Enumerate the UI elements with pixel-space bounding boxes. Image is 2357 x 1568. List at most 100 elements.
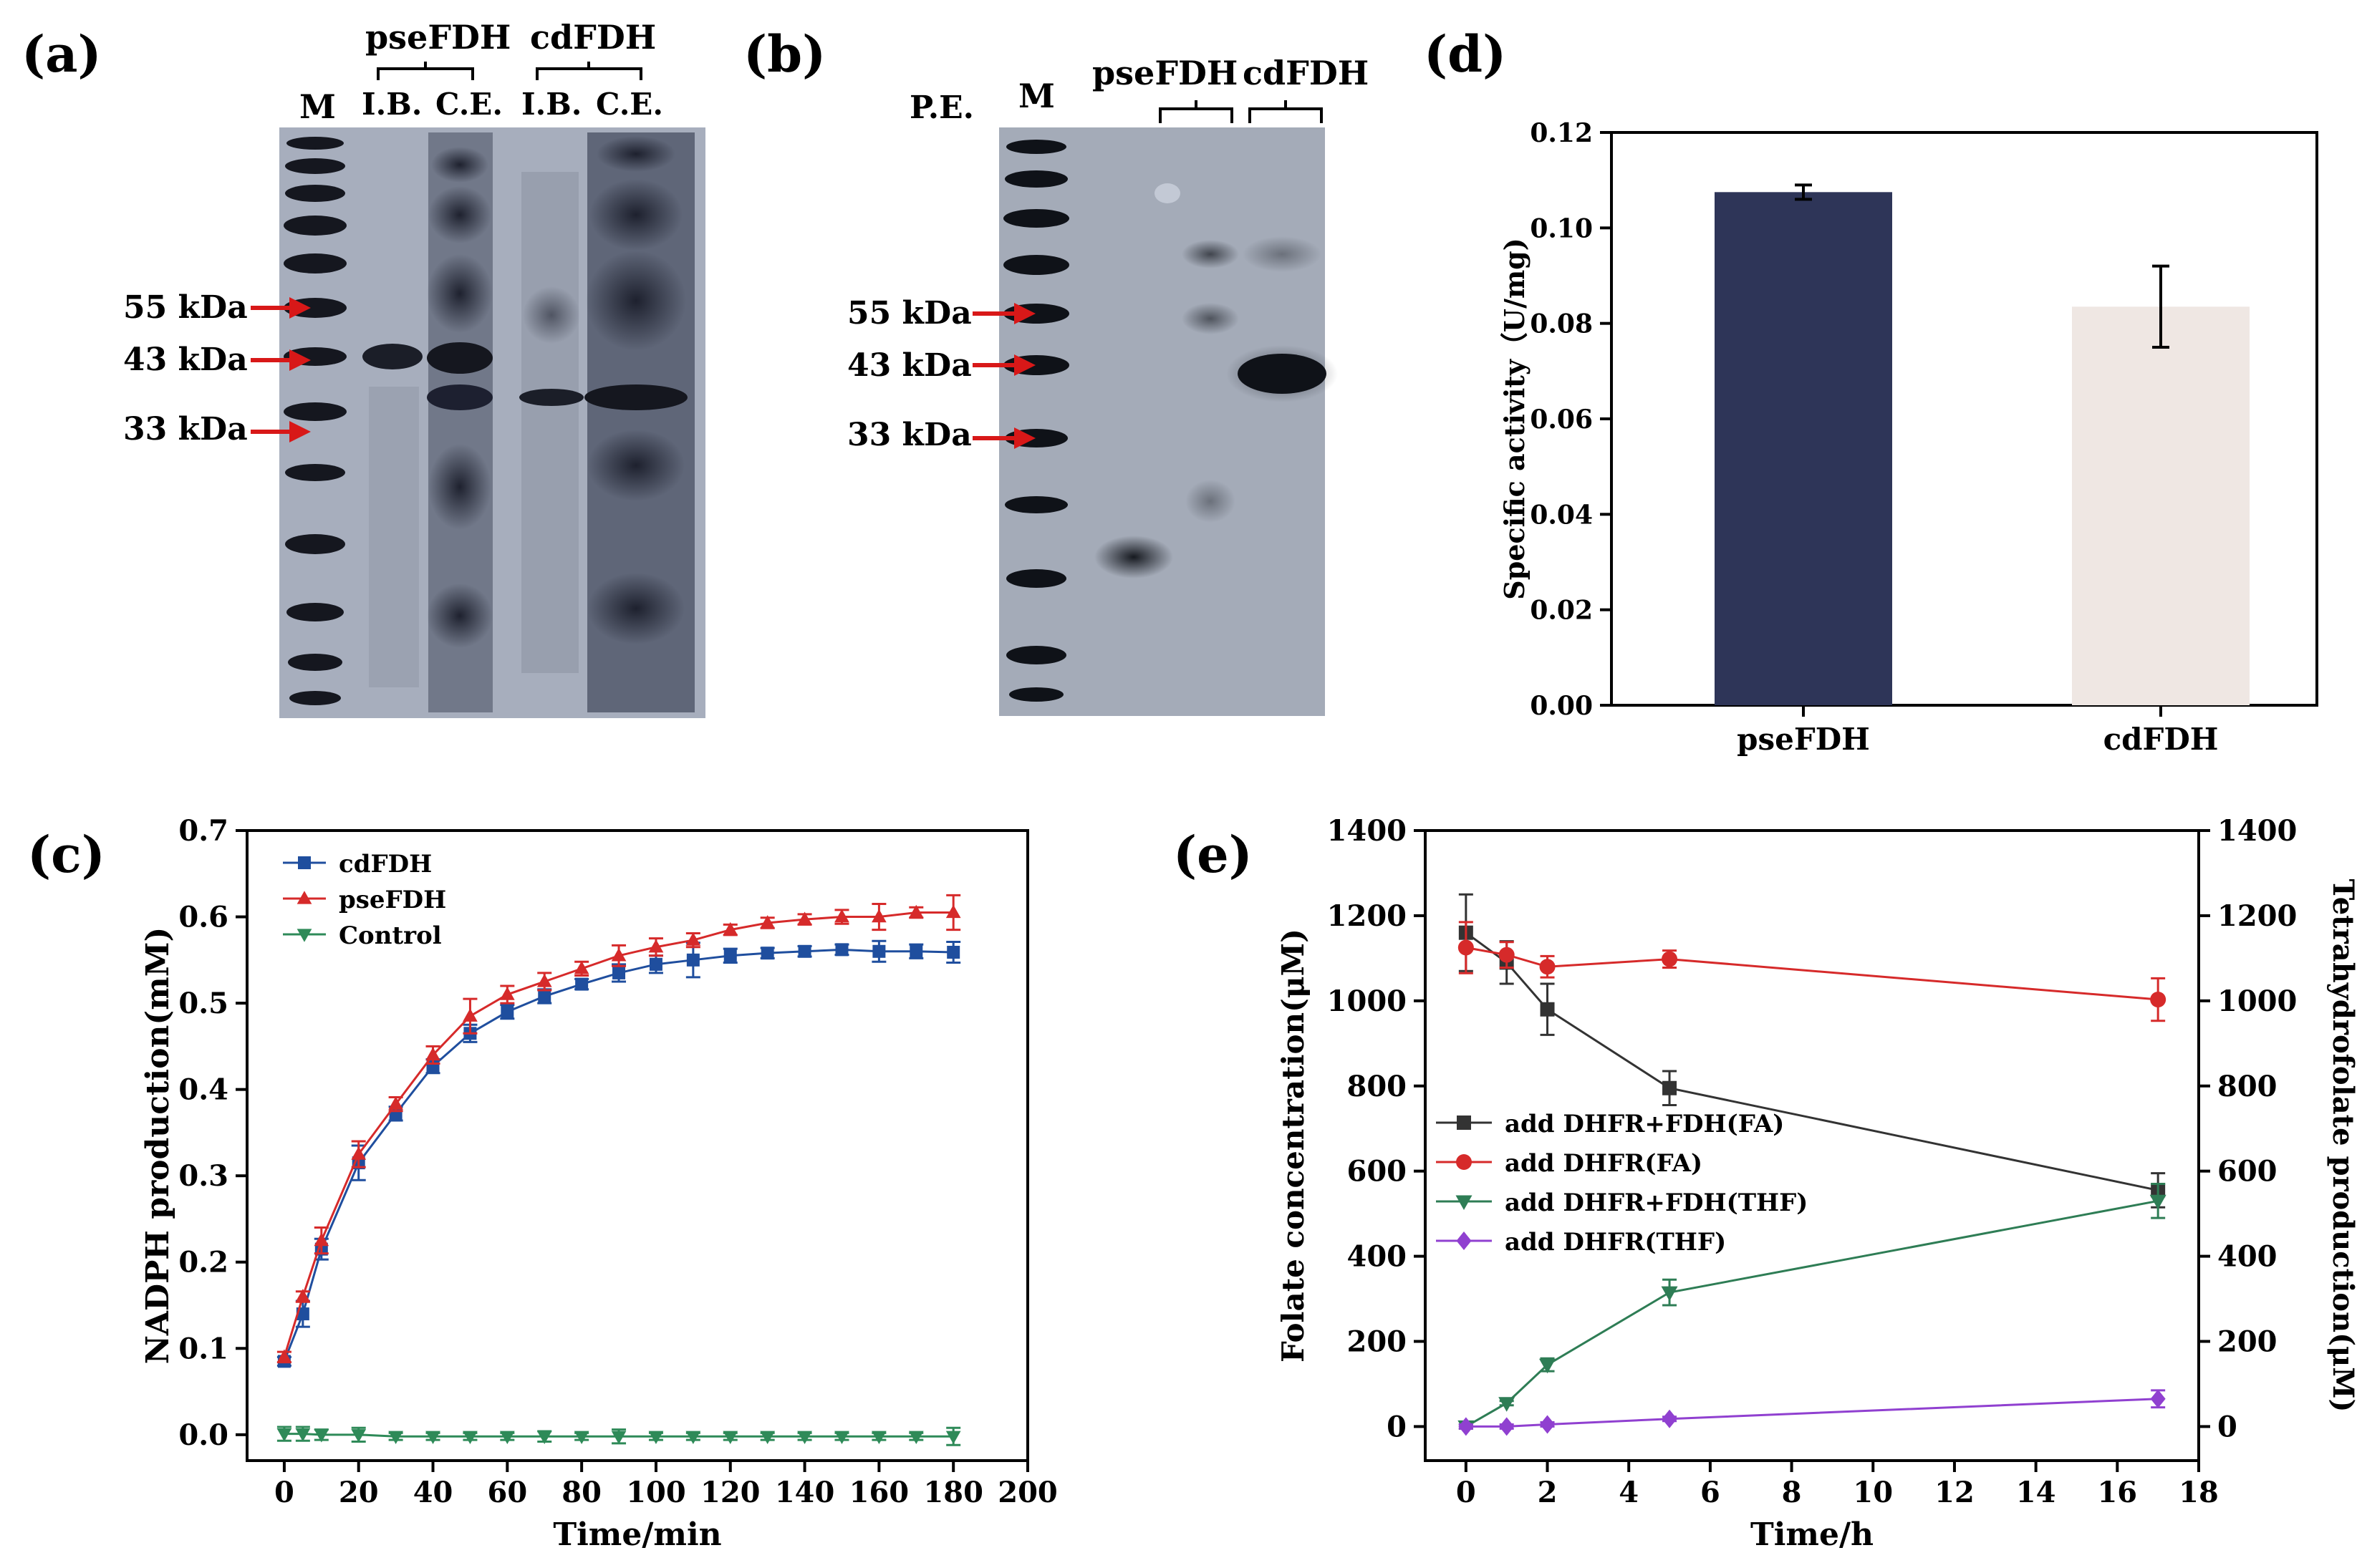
chart-c-data-point [463, 1431, 478, 1445]
chart-c-data-point [723, 1431, 738, 1445]
chart-c-data-point [723, 921, 738, 936]
chart-e-axes: 0 2 4 6 8 10 12 14 16 18 0 0 200 200 400 400 600 600 800 80… [1327, 814, 2298, 1509]
chart-c-data-point [295, 1289, 311, 1302]
chart-c-data-point [760, 915, 776, 929]
chart-c-y-tick-label: 0.2 [178, 1246, 228, 1279]
chart-e-y2-tick-label: 400 [2217, 1240, 2278, 1274]
chart-e-x-tick-label: 6 [1700, 1476, 1720, 1509]
chart-e-y2-tick-label: 1000 [2217, 984, 2297, 1018]
gel-a-bracket-pse [377, 62, 474, 80]
chart-c-data-point [538, 989, 551, 1003]
chart-c-data-point [388, 1431, 403, 1445]
chart-c-data-point [499, 987, 515, 1000]
chart-e-data-point [1661, 1286, 1678, 1302]
gel-a-lane-marker-label: M [299, 87, 336, 126]
chart-c-data-point [685, 1431, 701, 1445]
chart-d-bars [1715, 183, 2250, 705]
chart-e-x-tick-label: 14 [2016, 1476, 2056, 1509]
chart-c-data-point [574, 1431, 589, 1445]
gel-a-marker-label: 43 kDa [123, 342, 248, 378]
chart-e-x-tick-label: 12 [1934, 1476, 1975, 1509]
chart-d-y-tick-label: 0.06 [1530, 405, 1593, 435]
chart-c-series-line [284, 1433, 954, 1438]
chart-e-x-tick-label: 18 [2179, 1476, 2219, 1509]
gel-a-group-label-pse: pseFDH [365, 18, 511, 57]
gel-a-marker-label: 55 kDa [123, 289, 248, 326]
panel-c-label: (c) [27, 825, 105, 884]
chart-d-bar [2072, 306, 2250, 705]
chart-c-series [276, 894, 961, 1446]
chart-e-y-tick-label: 400 [1347, 1240, 1407, 1274]
chart-d-y-axis-label: Specific activity（U/mg) [1498, 238, 1531, 599]
chart-c-data-point [648, 939, 664, 953]
chart-c-data-point [611, 1431, 627, 1445]
panel-c: (c) 0 20 40 60 80 100 120 140 160 180 200 0.0 0.1 0.2… [27, 814, 1058, 1553]
chart-c-x-tick-label: 20 [339, 1476, 379, 1509]
gel-a-group-label-cd: cdFDH [530, 18, 656, 57]
chart-c-series [276, 894, 961, 1364]
chart-c-x-tick-label: 80 [561, 1476, 602, 1509]
chart-e-x-tick-label: 4 [1619, 1476, 1639, 1509]
chart-e-data-point [1499, 1417, 1515, 1436]
chart-c-y-tick-label: 0.6 [178, 901, 228, 934]
chart-c-data-point [872, 944, 886, 958]
chart-e-legend-marker [1457, 1115, 1471, 1130]
chart-e-y-tick-label: 0 [1387, 1410, 1407, 1443]
chart-d-x-axis: pseFDH cdFDH [1737, 705, 2218, 757]
panel-d-label: (d) [1424, 24, 1506, 84]
chart-c-legend-label: cdFDH [339, 850, 432, 879]
chart-e-data-point [1539, 1358, 1556, 1374]
chart-c-data-point [834, 1431, 849, 1445]
chart-c-axes: 0 20 40 60 80 100 120 140 160 180 200 0.0 0.1 0.2 0.3 0… [178, 814, 1057, 1509]
panel-a-label: (a) [21, 24, 102, 84]
chart-c-data-point [908, 1431, 924, 1445]
chart-c-data-point [388, 1096, 403, 1110]
chart-d-y-tick-label: 0.04 [1530, 500, 1593, 530]
chart-c-legend-marker [297, 929, 312, 942]
chart-d-y-tick-label: 0.10 [1530, 213, 1593, 243]
chart-c-x-tick-label: 120 [700, 1476, 761, 1509]
chart-e-legend-label: add DHFR(FA) [1505, 1149, 1702, 1178]
chart-e-y2-tick-label: 1200 [2217, 899, 2297, 933]
chart-c-data-point [835, 943, 849, 957]
chart-e-legend-marker [1456, 1154, 1472, 1170]
chart-d-y-tick-label: 0.08 [1530, 309, 1593, 339]
chart-d-y-tick-label: 0.00 [1530, 691, 1593, 721]
gel-a-lane-label: I.B. [521, 87, 582, 122]
gel-b-group-label-cd: cdFDH [1243, 54, 1369, 92]
gel-b-bracket-cd [1248, 100, 1323, 123]
chart-c-data-point [760, 1431, 776, 1445]
gel-a-marker-label: 33 kDa [123, 411, 248, 447]
chart-e-y-tick-label: 800 [1347, 1070, 1407, 1103]
gel-b-group-label-pse: pseFDH [1092, 54, 1238, 92]
chart-c-x-tick-label: 40 [413, 1476, 453, 1509]
chart-d-y-tick-label: 0.02 [1530, 596, 1593, 626]
chart-e-plot-area [1424, 829, 2200, 1462]
chart-c-data-point [536, 974, 552, 987]
chart-c-data-point [425, 1047, 440, 1061]
chart-e-series [1458, 1389, 2166, 1436]
chart-d-y-axis: 0.00 0.02 0.04 0.06 0.08 0.10 0.12 [1530, 118, 1611, 721]
chart-c-data-point [947, 945, 960, 959]
gel-a-lane-label: C.E. [596, 87, 663, 122]
chart-c-data-point [648, 1431, 664, 1445]
chart-c-plot-area [246, 829, 1029, 1462]
chart-c-x-tick-label: 180 [923, 1476, 983, 1509]
chart-c-data-point [612, 966, 626, 979]
chart-c-x-tick-label: 200 [998, 1476, 1058, 1509]
chart-e-data-point [1662, 1080, 1677, 1095]
chart-c-x-tick-label: 160 [849, 1476, 910, 1509]
chart-c-data-point [723, 949, 737, 962]
chart-c-legend: cdFDH pseFDH Control [283, 850, 446, 950]
chart-e-data-point [1498, 1397, 1515, 1412]
chart-c-data-point [276, 1428, 292, 1442]
gel-b-marker-label: 55 kDa [847, 295, 972, 331]
chart-c-data-point [797, 911, 812, 925]
chart-c-y-tick-label: 0.0 [178, 1418, 228, 1452]
chart-c-data-point [686, 953, 700, 967]
chart-c-x-tick-label: 0 [274, 1476, 294, 1509]
chart-e-y2-tick-label: 600 [2217, 1155, 2278, 1189]
chart-c-data-point [499, 1431, 515, 1445]
panel-e-label: (e) [1173, 825, 1253, 884]
chart-e-x-tick-label: 10 [1853, 1476, 1893, 1509]
